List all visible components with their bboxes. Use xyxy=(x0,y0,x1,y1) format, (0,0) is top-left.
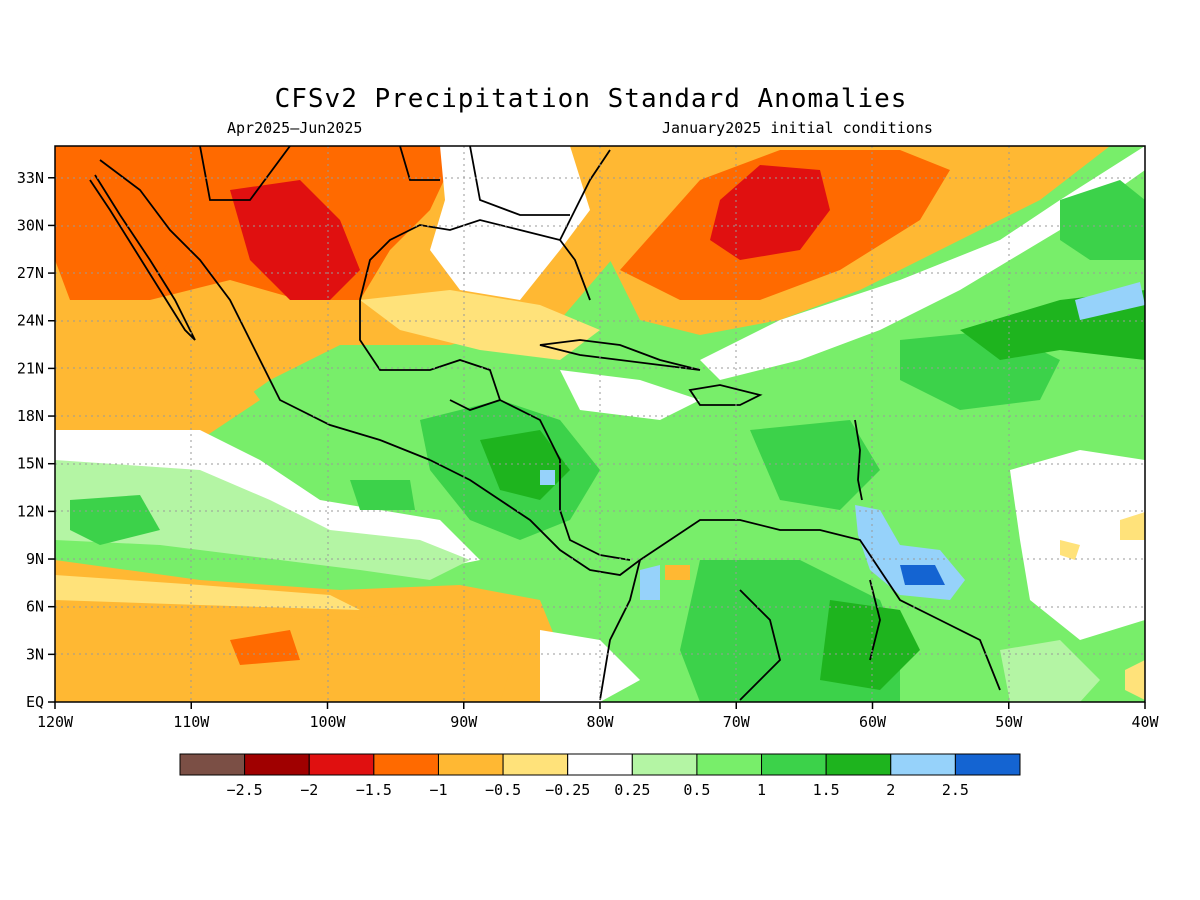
map-title: CFSv2 Precipitation Standard Anomalies xyxy=(274,84,908,114)
x-tick-label: 90W xyxy=(450,713,478,731)
legend-swatch xyxy=(890,753,956,776)
legend-swatch xyxy=(696,753,763,776)
legend-swatch xyxy=(179,753,246,776)
legend-swatch xyxy=(502,753,569,776)
y-tick-label: 9N xyxy=(26,550,44,568)
legend-label: −1.5 xyxy=(356,781,392,799)
x-tick-label: 60W xyxy=(859,713,887,731)
graticule xyxy=(55,146,1145,702)
y-tick-label: 27N xyxy=(17,264,44,282)
x-axis: 120W 110W 100W 90W 80W 70W 60W 50W 40W xyxy=(37,702,1160,731)
y-tick-label: 18N xyxy=(17,407,44,425)
y-tick-label: 15N xyxy=(17,455,44,473)
y-tick-label: 24N xyxy=(17,312,44,330)
y-tick-label: 3N xyxy=(26,645,44,663)
y-tick-label: 6N xyxy=(26,598,44,616)
legend-swatch xyxy=(954,753,1021,776)
x-tick-label: 110W xyxy=(173,713,210,731)
y-tick-label: 12N xyxy=(17,502,44,520)
legend-swatch xyxy=(437,753,504,776)
x-tick-label: 40W xyxy=(1131,713,1159,731)
legend-label: 1 xyxy=(757,781,766,799)
x-tick-label: 70W xyxy=(723,713,751,731)
y-axis: 33N 30N 27N 24N 21N 18N 15N 12N 9N 6N 3N EQ xyxy=(17,169,55,711)
legend-swatch xyxy=(567,753,633,776)
x-tick-label: 80W xyxy=(586,713,614,731)
legend-swatch xyxy=(825,753,892,776)
x-tick-label: 120W xyxy=(37,713,74,731)
coastlines xyxy=(89,146,1001,701)
legend-label: 2.5 xyxy=(942,781,969,799)
legend-label: 0.25 xyxy=(614,781,650,799)
y-tick-label: 30N xyxy=(17,216,44,234)
legend-label: 1.5 xyxy=(813,781,840,799)
legend-swatch xyxy=(373,753,439,776)
legend-swatch xyxy=(631,753,698,776)
legend-label: −1 xyxy=(429,781,447,799)
legend-swatch xyxy=(761,753,827,776)
x-tick-label: 100W xyxy=(309,713,346,731)
y-tick-label: 21N xyxy=(17,359,44,377)
season-label: Apr2025–Jun2025 xyxy=(227,119,363,137)
legend-label: −0.5 xyxy=(485,781,521,799)
initial-conditions-label: January2025 initial conditions xyxy=(662,119,933,137)
color-legend: −2.5 −2 −1.5 −1 −0.5 −0.25 0.25 0.5 1 1.5 2 2.5 xyxy=(179,753,1021,799)
x-tick-label: 50W xyxy=(995,713,1023,731)
legend-swatch xyxy=(244,753,310,776)
legend-swatch xyxy=(308,753,375,776)
legend-label: −0.25 xyxy=(545,781,590,799)
legend-label: 0.5 xyxy=(683,781,710,799)
y-tick-label: EQ xyxy=(26,693,44,711)
anomaly-field xyxy=(55,146,1145,702)
legend-label: −2 xyxy=(300,781,318,799)
legend-label: −2.5 xyxy=(227,781,263,799)
legend-label: 2 xyxy=(886,781,895,799)
y-tick-label: 33N xyxy=(17,169,44,187)
